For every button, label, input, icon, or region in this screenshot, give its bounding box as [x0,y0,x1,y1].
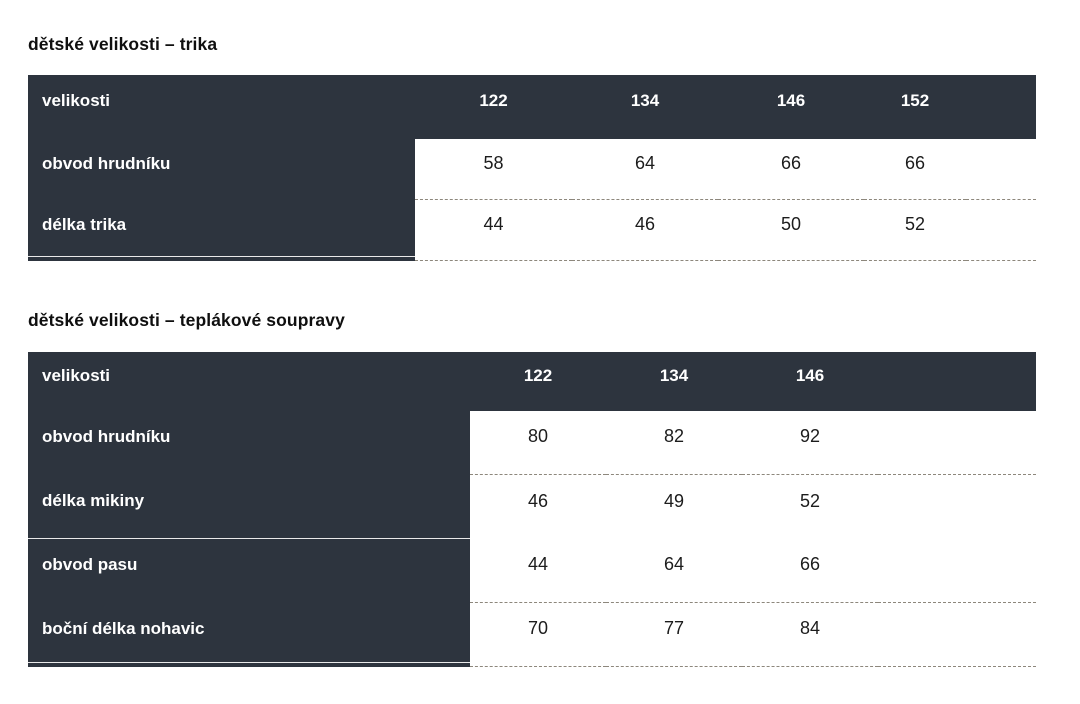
table2-row-label: boční délka nohavic [28,603,470,667]
size-value-cell: 46 [572,200,718,261]
size-value-cell: 66 [718,139,864,200]
table2-column-header: 122 [470,352,606,411]
size-value-cell: 84 [742,603,878,667]
table2-row-label: obvod pasu [28,539,470,603]
size-value-cell: 58 [415,139,572,200]
table2-row-label: obvod hrudníku [28,411,470,475]
row-filler [966,200,1036,261]
table1-title: dětské velikosti – trika [28,34,218,54]
table1-row-label: délka trika [28,200,415,261]
table1-column-header: 134 [572,75,718,139]
table2-header-filler [878,352,1036,411]
size-value-cell: 64 [572,139,718,200]
table1-row-label: obvod hrudníku [28,139,415,200]
size-table-teplakove-soupravy: velikosti 122 134 146 obvod hrudníku 80 … [28,352,1036,667]
table1-column-header: 146 [718,75,864,139]
table2-column-header: 134 [606,352,742,411]
size-value-cell: 77 [606,603,742,667]
size-value-cell: 70 [470,603,606,667]
row-filler [878,411,1036,475]
size-value-cell: 52 [742,475,878,539]
table1-header-label: velikosti [28,75,415,139]
table1-column-header: 152 [864,75,966,139]
table1-column-header: 122 [415,75,572,139]
size-value-cell: 66 [864,139,966,200]
size-value-cell: 44 [415,200,572,261]
size-value-cell: 46 [470,475,606,539]
row-filler [878,539,1036,603]
size-table-trika: velikosti 122 134 146 152 obvod hrudníku… [28,75,1036,261]
size-value-cell: 82 [606,411,742,475]
size-value-cell: 66 [742,539,878,603]
table2-column-header: 146 [742,352,878,411]
size-value-cell: 80 [470,411,606,475]
row-filler [878,603,1036,667]
row-filler [878,475,1036,539]
table2-row-label: délka mikiny [28,475,470,539]
size-value-cell: 49 [606,475,742,539]
row-filler [966,139,1036,200]
size-value-cell: 92 [742,411,878,475]
size-chart-page: dětské velikosti – trika velikosti 122 1… [28,34,1036,667]
size-value-cell: 64 [606,539,742,603]
size-value-cell: 52 [864,200,966,261]
size-value-cell: 44 [470,539,606,603]
table2-header-label: velikosti [28,352,470,411]
size-value-cell: 50 [718,200,864,261]
table2-title: dětské velikosti – teplákové soupravy [28,310,345,330]
table1-header-filler [966,75,1036,139]
